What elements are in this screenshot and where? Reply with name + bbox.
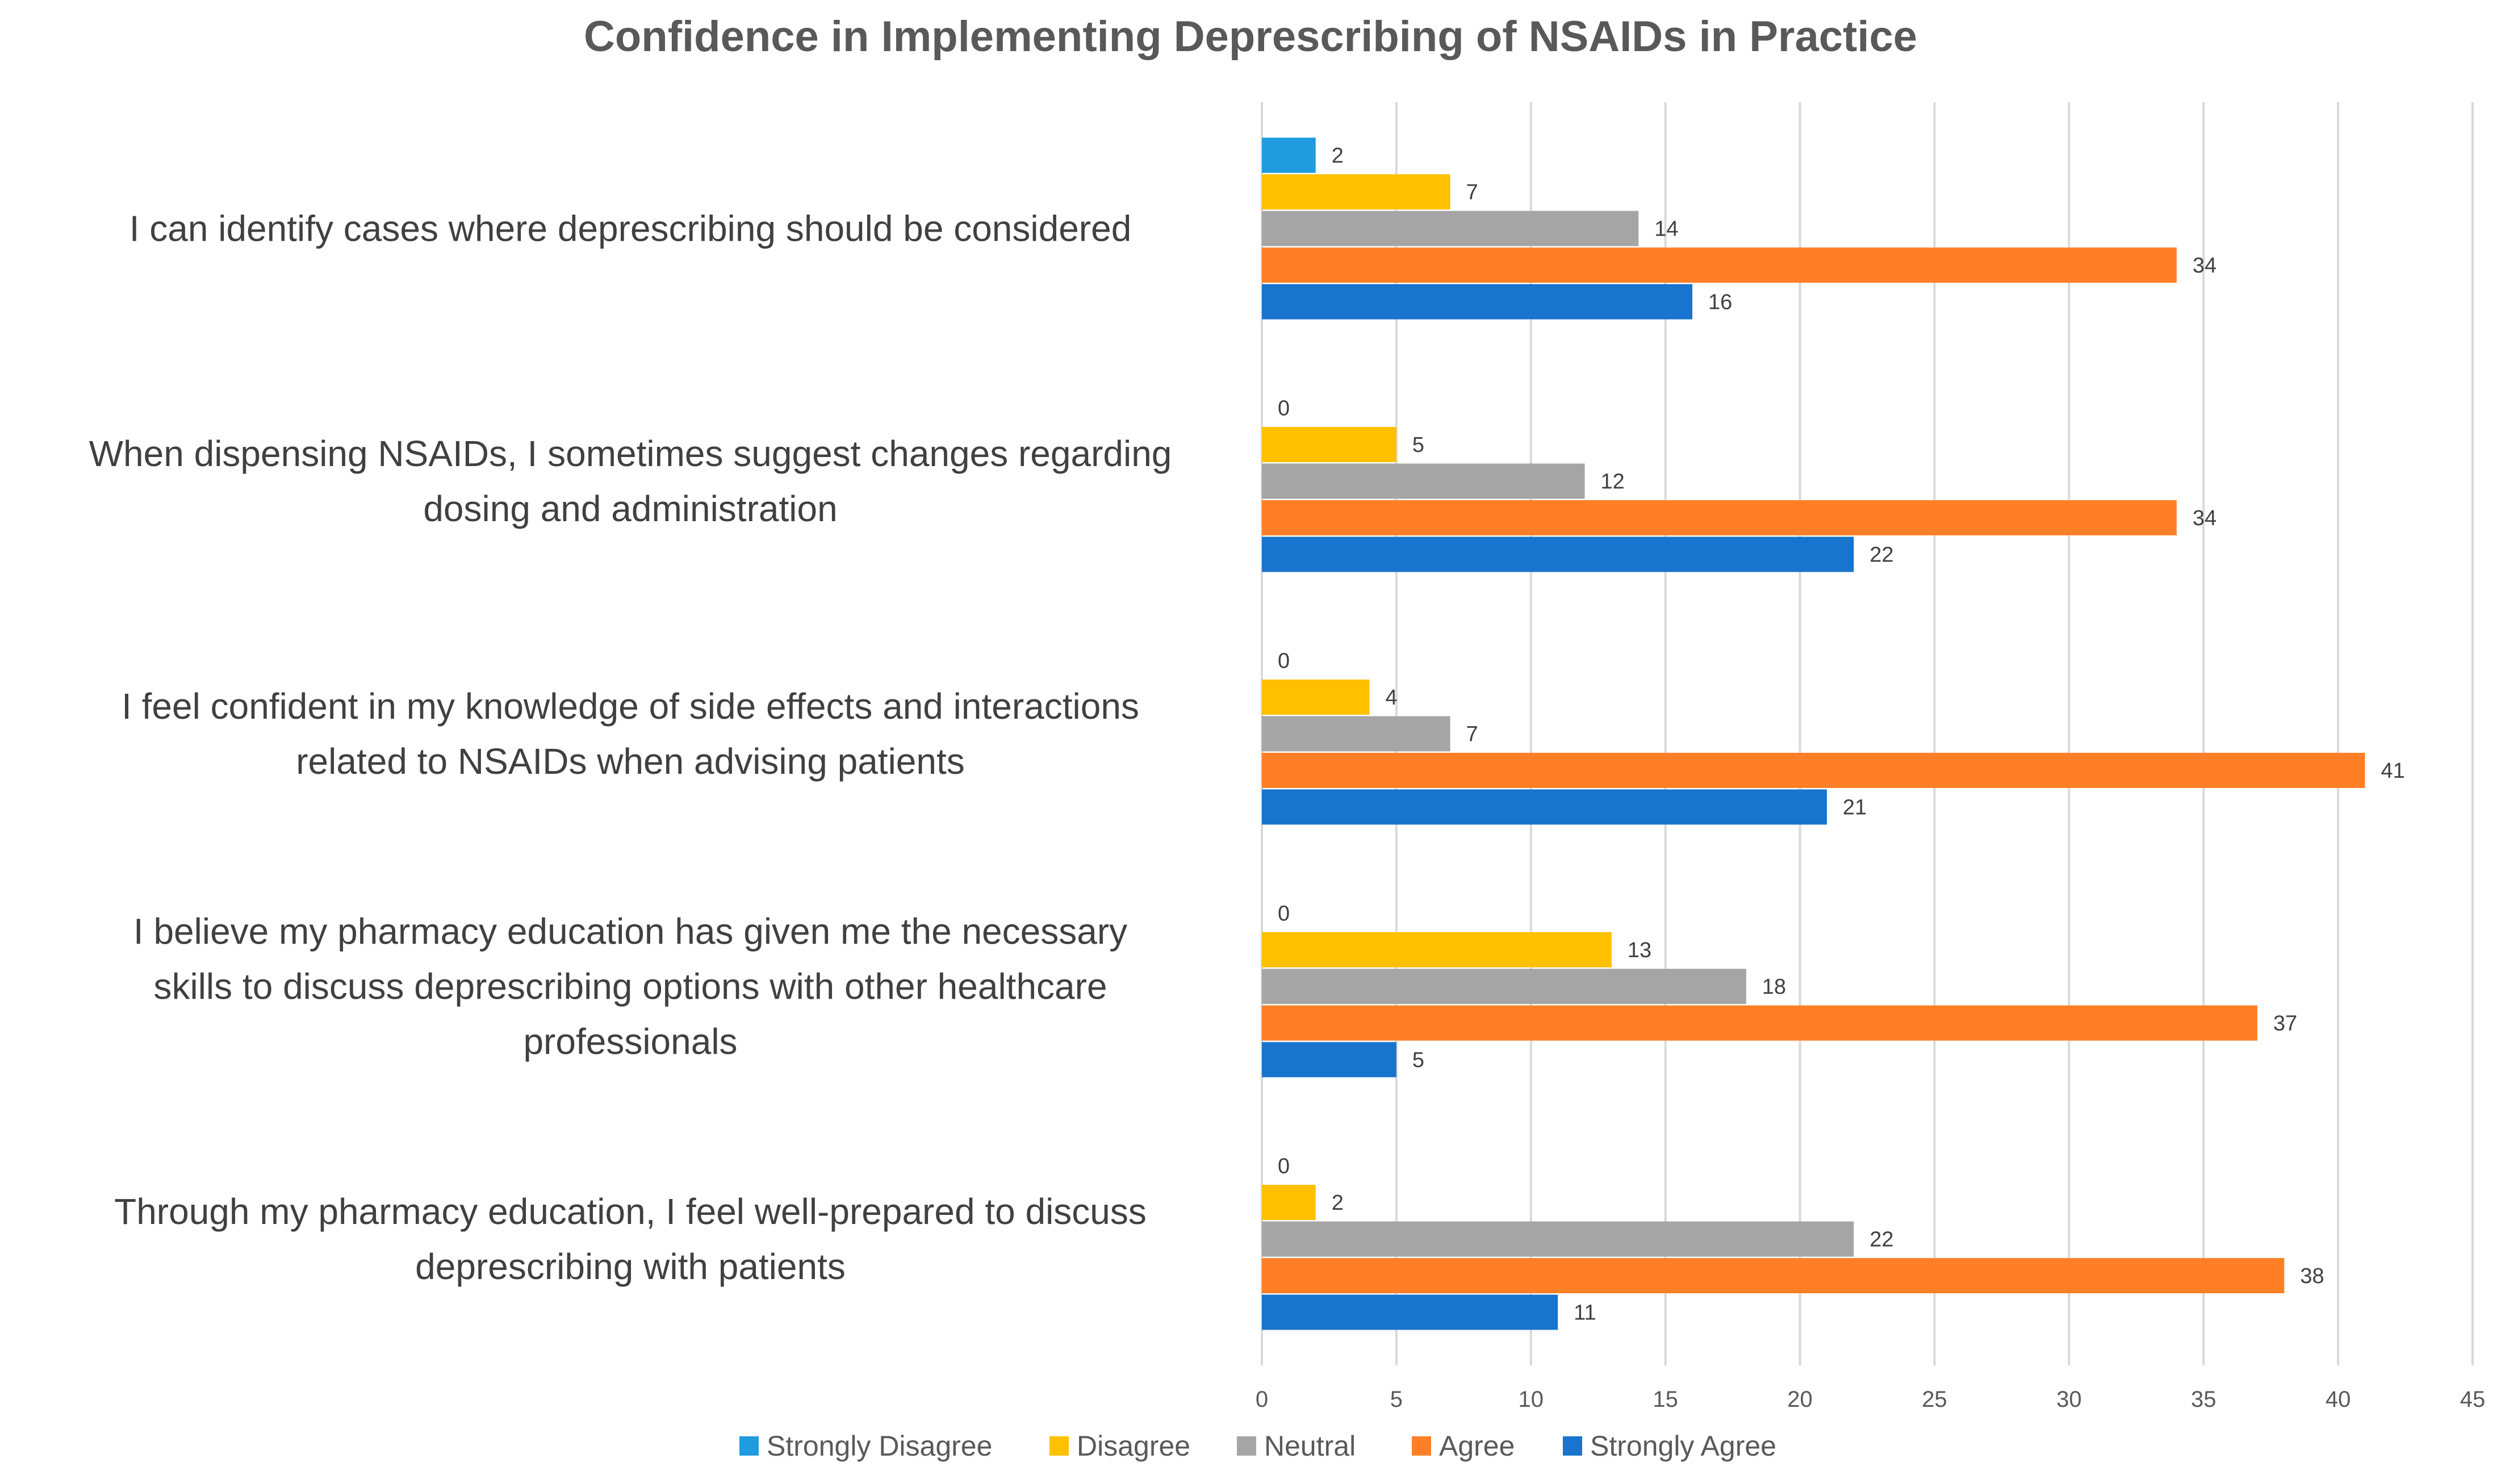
legend-label: Agree [1439, 1430, 1515, 1462]
legend: Strongly Disagree Disagree Neutral Agree Str… [739, 1430, 1776, 1462]
bar [1262, 463, 1585, 499]
data-label: 16 [1708, 291, 1732, 315]
legend-label: Strongly Agree [1590, 1430, 1776, 1462]
data-label: 21 [1843, 796, 1867, 820]
legend-item: Agree [1412, 1430, 1515, 1462]
x-tick-label: 10 [1519, 1387, 1544, 1412]
data-label: 0 [1278, 649, 1290, 673]
legend-swatch [1049, 1436, 1069, 1456]
x-tick-label: 30 [2056, 1387, 2082, 1412]
x-tick-label: 5 [1390, 1387, 1403, 1412]
data-label: 38 [2300, 1264, 2324, 1288]
bar [1262, 536, 1854, 572]
legend-item: Disagree [1049, 1430, 1190, 1462]
legend-label: Disagree [1077, 1430, 1190, 1462]
category-labels: I can identify cases where deprescribing… [89, 208, 1172, 1288]
legend-label: Neutral [1264, 1430, 1356, 1462]
data-label: 2 [1332, 144, 1344, 168]
data-label: 18 [1762, 975, 1786, 999]
data-label: 11 [1574, 1301, 1596, 1325]
data-label: 5 [1412, 433, 1424, 457]
x-tick-label: 40 [2326, 1387, 2351, 1412]
data-label: 12 [1601, 470, 1625, 494]
bar [1262, 680, 1370, 715]
legend-swatch [1563, 1436, 1582, 1456]
legend-swatch [739, 1436, 759, 1456]
bar [1262, 969, 1746, 1004]
data-label: 13 [1628, 938, 1651, 962]
data-label: 5 [1412, 1049, 1424, 1072]
data-label: 22 [1870, 1228, 1893, 1252]
bar [1262, 1294, 1558, 1330]
legend-item: Neutral [1237, 1430, 1356, 1462]
bar [1262, 427, 1396, 462]
data-label: 7 [1466, 181, 1478, 204]
data-label: 34 [2193, 254, 2216, 278]
data-label: 2 [1332, 1191, 1344, 1215]
data-label: 41 [2381, 759, 2404, 783]
x-axis-tick-labels: 0 5 10 15 20 25 30 35 40 45 [1256, 1387, 2485, 1412]
bar [1262, 500, 2177, 535]
category-label: I feel confident in my knowledge of side… [122, 686, 1139, 782]
x-tick-label: 20 [1787, 1387, 1813, 1412]
data-label: 0 [1278, 397, 1290, 421]
bar [1262, 932, 1612, 967]
bar [1262, 211, 1639, 246]
data-label: 4 [1386, 686, 1398, 710]
bar [1262, 174, 1450, 209]
x-tick-label: 45 [2460, 1387, 2486, 1412]
bar [1262, 248, 2177, 283]
data-label: 22 [1870, 543, 1893, 567]
data-label: 14 [1654, 217, 1678, 241]
data-label: 0 [1278, 902, 1290, 926]
bar [1262, 1221, 1854, 1257]
bar [1262, 1042, 1396, 1078]
x-tick-label: 0 [1256, 1387, 1268, 1412]
data-label: 0 [1278, 1155, 1290, 1179]
legend-swatch [1412, 1436, 1431, 1456]
legend-item: Strongly Agree [1563, 1430, 1776, 1462]
bar [1262, 753, 2365, 788]
bar [1262, 789, 1827, 825]
bar [1262, 1258, 2285, 1293]
category-label: I can identify cases where deprescribing… [129, 208, 1132, 249]
legend-item: Strongly Disagree [739, 1430, 992, 1462]
bar [1262, 716, 1450, 752]
bar [1262, 1005, 2257, 1041]
category-label: I believe my pharmacy education has give… [133, 911, 1127, 1062]
category-label: When dispensing NSAIDs, I sometimes sugg… [89, 433, 1172, 529]
chart-title: Confidence in Implementing Deprescribing… [584, 12, 1917, 61]
category-label: Through my pharmacy education, I feel we… [114, 1191, 1147, 1287]
bar [1262, 137, 1316, 173]
x-tick-label: 35 [2191, 1387, 2216, 1412]
bar [1262, 1185, 1316, 1220]
bar [1262, 284, 1693, 320]
data-label: 34 [2193, 506, 2216, 530]
legend-swatch [1237, 1436, 1256, 1456]
data-label: 7 [1466, 723, 1478, 747]
data-label: 37 [2273, 1012, 2297, 1036]
x-tick-label: 15 [1653, 1387, 1678, 1412]
x-tick-label: 25 [1922, 1387, 1947, 1412]
legend-label: Strongly Disagree [767, 1430, 992, 1462]
